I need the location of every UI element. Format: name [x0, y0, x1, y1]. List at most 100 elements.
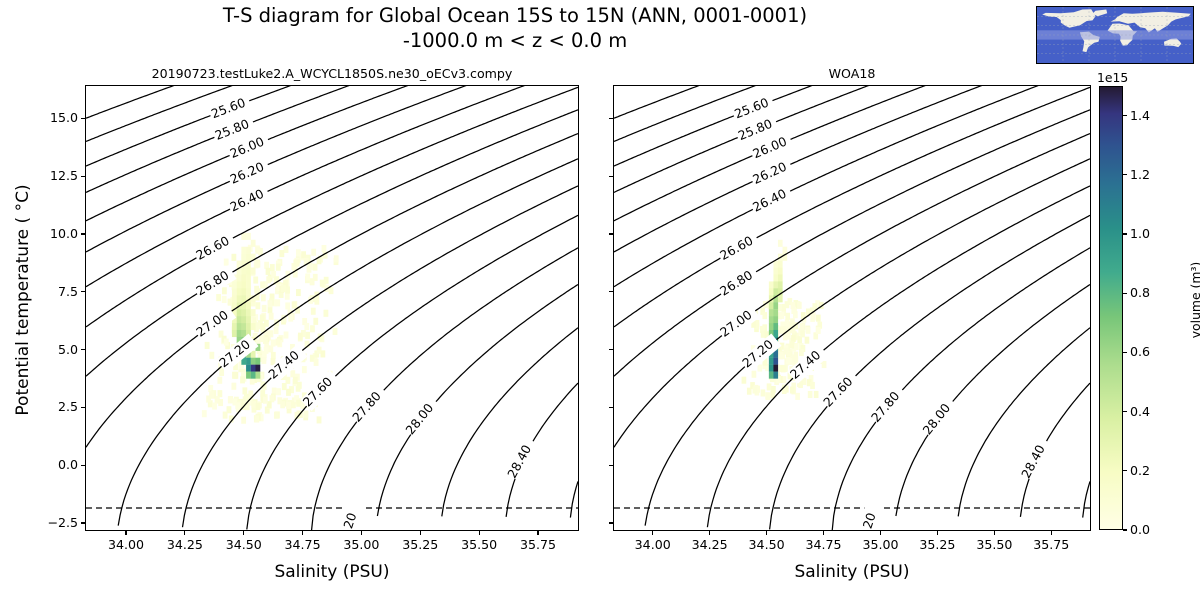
- x-tick-mark: [993, 531, 995, 535]
- isopycnal-line: [86, 86, 292, 167]
- y-tick-mark: [81, 464, 85, 466]
- colorbar-tick-label: 1.4: [1130, 107, 1151, 123]
- isopycnal-line: [768, 214, 1090, 530]
- x-tick-mark: [709, 531, 711, 535]
- y-tick-mark: [609, 464, 613, 466]
- isopycnal-line: [117, 158, 578, 526]
- colorbar-tick-mark: [1123, 233, 1127, 235]
- isopycnal-line: [831, 247, 1090, 530]
- x-tick-label: 35.00: [862, 537, 899, 552]
- colorbar-label: volume (m³): [1188, 261, 1200, 339]
- x-tick-label: 35.25: [919, 537, 956, 552]
- isopycnal-line: [614, 86, 1090, 328]
- isopycnal-label: 26.20: [228, 159, 267, 187]
- isopycnal-line: [614, 86, 983, 253]
- isopycnal-line: [86, 109, 578, 377]
- y-tick-mark: [609, 522, 613, 524]
- x-tick-mark: [879, 531, 882, 535]
- x-tick-label: 34.75: [284, 537, 321, 552]
- x-tick-label: 35.50: [461, 537, 498, 552]
- x-tick-mark: [419, 531, 421, 535]
- colorbar-tick-label: 0.8: [1130, 285, 1151, 301]
- colorbar[interactable]: [1099, 86, 1123, 530]
- x-tick-label: 34.50: [748, 537, 785, 552]
- x-tick-mark: [652, 531, 654, 535]
- colorbar-tick-label: 1.0: [1130, 226, 1151, 241]
- colorbar-tick-mark: [1123, 529, 1127, 531]
- figure-suptitle: T-S diagram for Global Ocean 15S to 15N …: [222, 4, 808, 52]
- isopycnal-line: [310, 247, 578, 530]
- australia: [1164, 38, 1182, 48]
- y-tick-mark: [609, 406, 613, 409]
- isopycnal-line: [86, 86, 409, 222]
- heatmap-cells: [741, 239, 827, 401]
- isopycnal-line: [614, 86, 756, 142]
- colorbar-tick-mark: [1123, 411, 1127, 413]
- isopycnal-line: [644, 158, 1090, 526]
- y-tick-label: 5.0: [57, 341, 78, 357]
- isopycnal-line: [706, 185, 1090, 528]
- north-america: [1042, 9, 1096, 28]
- x-axis-label-left: Salinity (PSU): [274, 562, 390, 582]
- y-tick-mark: [609, 291, 613, 293]
- isopycnal-line: [181, 185, 578, 528]
- x-axis-label-right: Salinity (PSU): [794, 562, 910, 582]
- panel-title-right: WOA18: [828, 66, 876, 81]
- x-tick-label: 35.75: [519, 537, 556, 552]
- isopycnal-label: 26.80: [717, 267, 755, 299]
- y-tick-mark: [609, 349, 613, 351]
- x-tick-label: 34.00: [634, 537, 671, 552]
- isopycnal-line: [86, 133, 578, 448]
- isopycnal-line: [614, 86, 1039, 288]
- x-tick-mark: [184, 531, 186, 535]
- y-tick-mark: [609, 117, 613, 119]
- isopycnal-labels: 25.6025.8026.0026.2026.4026.6026.8027.00…: [716, 93, 1054, 482]
- y-tick-label: 7.5: [57, 283, 78, 299]
- isopycnal-line: [246, 214, 578, 530]
- y-tick-mark: [81, 175, 85, 177]
- isopycnal-contours: [614, 86, 1090, 530]
- isopycnal-line: [614, 86, 869, 193]
- freezing-line-label: 20: [340, 511, 359, 530]
- y-tick-mark: [609, 233, 613, 235]
- colorbar-tick-mark: [1123, 174, 1127, 176]
- x-tick-mark: [822, 531, 825, 535]
- isopycnal-line: [441, 327, 578, 517]
- x-tick-label: 34.75: [805, 537, 842, 552]
- isopycnal-line: [614, 109, 1090, 377]
- isopycnal-line: [86, 86, 175, 119]
- isopycnal-line: [86, 86, 233, 142]
- x-tick-mark: [478, 531, 480, 535]
- colorbar-tick-mark: [1123, 351, 1127, 353]
- colorbar-tick-label: 0.2: [1130, 462, 1151, 478]
- y-tick-label: 0.0: [57, 457, 78, 473]
- x-tick-label: 34.25: [166, 537, 203, 552]
- x-tick-mark: [1050, 531, 1052, 535]
- isopycnal-contours: [86, 86, 578, 530]
- y-tick-mark: [81, 522, 85, 524]
- isopycnal-line: [614, 86, 926, 222]
- isopycnal-line: [376, 283, 578, 517]
- isopycnal-line: [1082, 481, 1090, 518]
- colorbar-tick-mark: [1123, 292, 1127, 294]
- colorbar-tick-label: 0.6: [1130, 344, 1151, 360]
- greenland: [1092, 9, 1108, 17]
- isopycnal-line: [895, 283, 1090, 517]
- x-tick-label: 34.50: [225, 537, 262, 552]
- plot-area-left[interactable]: 25.60 25.80 26.00 26.20 26.40 26.60 26.80 27.00…: [85, 85, 579, 531]
- colorbar-tick-label: 0.0: [1130, 522, 1151, 537]
- isopycnal-line: [86, 86, 525, 288]
- x-tick-label: 35.50: [976, 537, 1013, 552]
- isopycnal-label: 26.40: [750, 186, 789, 215]
- x-tick-mark: [243, 531, 245, 535]
- eurasia: [1110, 11, 1191, 33]
- plot-area-right[interactable]: 25.60 25.80 26.00 26.20 26.40 26.60 26.80 27.00…: [613, 85, 1091, 531]
- x-tick-mark: [301, 531, 304, 535]
- isopycnal-line: [569, 481, 578, 518]
- y-tick-mark: [81, 291, 85, 293]
- x-tick-mark: [125, 531, 127, 535]
- y-tick-label: 10.0: [49, 226, 78, 241]
- isopycnal-label: 26.40: [228, 186, 267, 215]
- colorbar-tick-mark: [1123, 470, 1127, 472]
